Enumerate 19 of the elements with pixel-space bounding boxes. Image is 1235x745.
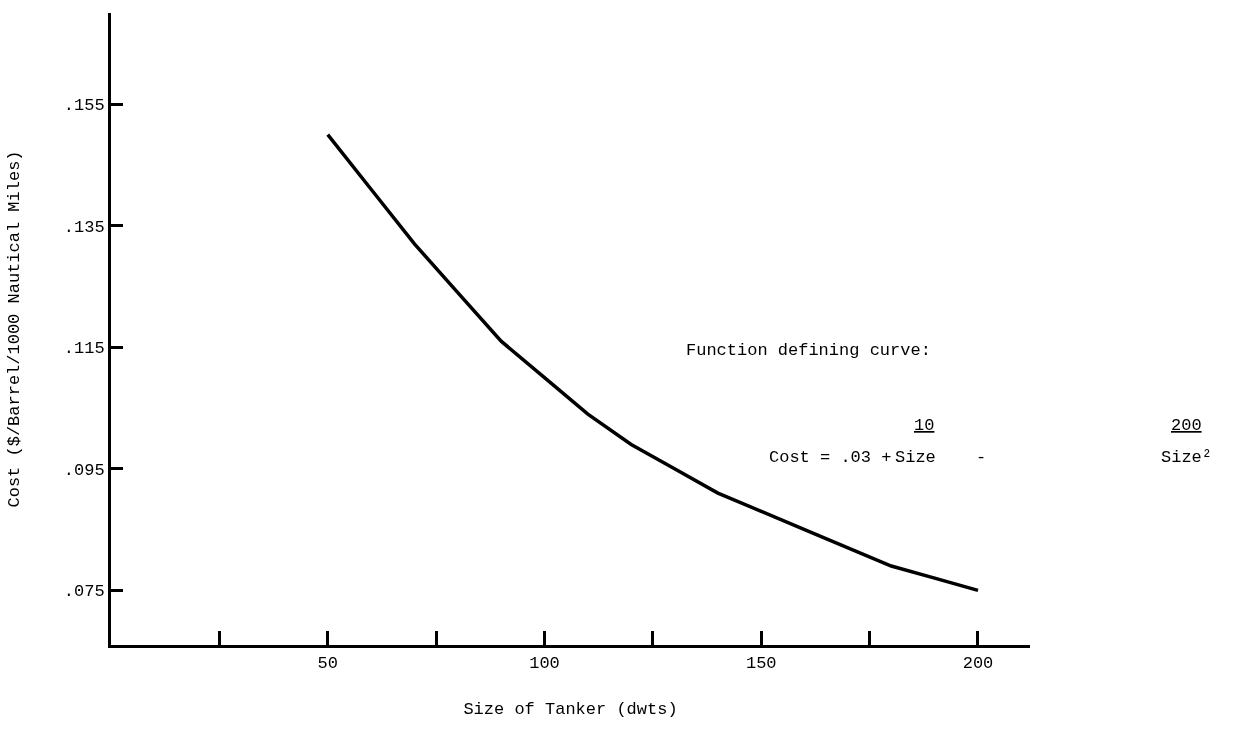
x-tick-label: 100: [529, 654, 560, 674]
annotation: 10: [914, 416, 935, 435]
x-tick-label: 50: [317, 654, 338, 674]
x-tick-label: 200: [962, 654, 994, 674]
annotation: Function defining curve:: [686, 341, 931, 360]
annotation: -: [976, 448, 987, 467]
x-tick-label: 150: [745, 654, 777, 674]
y-tick-label: .115: [63, 339, 105, 359]
y-tick-label: .095: [63, 460, 105, 480]
text: 200: [1171, 416, 1202, 435]
annotation: Size: [895, 448, 936, 467]
annotation: Cost = .03 +: [769, 448, 892, 467]
y-axis-title: Cost ($/Barrel/1000 Nautical Miles): [5, 150, 25, 508]
y-tick-label: .155: [63, 96, 105, 116]
y-tick-label: .075: [63, 582, 105, 602]
text: Size²: [1161, 448, 1213, 467]
line-series: [326, 132, 980, 593]
y-tick-label: .135: [63, 217, 105, 237]
x-axis-title: Size of Tanker (dwts): [463, 699, 678, 719]
